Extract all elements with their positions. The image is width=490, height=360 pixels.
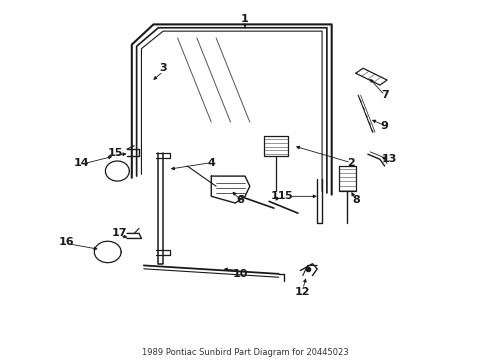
Text: 16: 16	[59, 237, 74, 247]
Text: 11: 11	[271, 191, 287, 201]
Text: 7: 7	[381, 90, 389, 100]
Text: 5: 5	[285, 191, 292, 201]
Text: 8: 8	[352, 195, 360, 205]
Text: 17: 17	[112, 228, 127, 238]
Text: 10: 10	[232, 269, 248, 279]
Text: 1: 1	[241, 14, 249, 24]
Text: 15: 15	[107, 148, 122, 158]
Text: 6: 6	[236, 195, 244, 205]
Text: 1989 Pontiac Sunbird Part Diagram for 20445023: 1989 Pontiac Sunbird Part Diagram for 20…	[142, 348, 348, 357]
Text: 4: 4	[207, 158, 215, 168]
Text: 2: 2	[347, 158, 355, 168]
Text: 14: 14	[74, 158, 89, 168]
Text: 3: 3	[159, 63, 167, 73]
Text: 13: 13	[382, 154, 397, 164]
Text: 12: 12	[295, 287, 311, 297]
Text: 9: 9	[381, 121, 389, 131]
